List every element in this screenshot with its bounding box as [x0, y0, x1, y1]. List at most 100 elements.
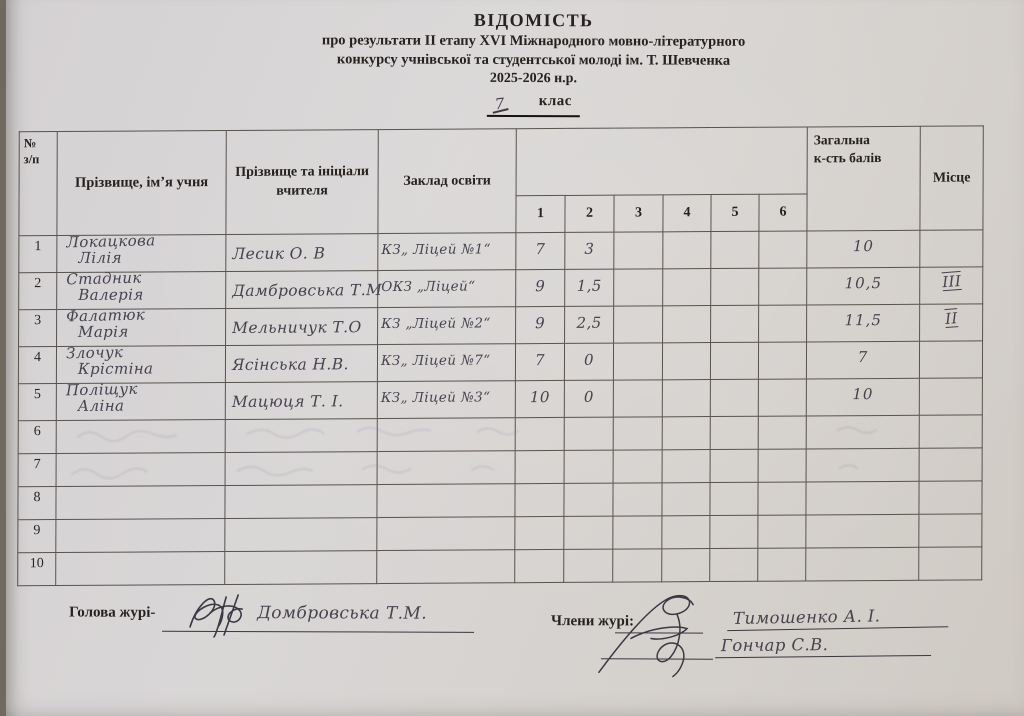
- score-cell-6: [758, 230, 807, 269]
- score-cell-2: [563, 483, 614, 517]
- score-cell-4: [662, 305, 711, 343]
- page-title: ВІДОМІСТЬ: [473, 9, 594, 31]
- class-label: клас: [538, 93, 572, 110]
- score-cell-1: [514, 549, 564, 583]
- score-cell-3: [613, 449, 663, 484]
- score-cell-5: [710, 305, 759, 343]
- table-row: 1 Локацкова Лілія Лесик О. В КЗ„ Ліцей №…: [18, 229, 984, 273]
- total-score-cell: 10,5: [806, 267, 920, 305]
- score-cell-2: [563, 516, 613, 550]
- teacher-name-cell: Лесик О. В: [225, 233, 378, 272]
- score-cell-4: [662, 379, 711, 417]
- score-cell-3: [613, 268, 663, 307]
- row-number: 3: [18, 309, 57, 347]
- score-cell-5: [709, 548, 758, 582]
- score-cell-1: [515, 417, 565, 451]
- student-surname: Фалатюк: [66, 305, 146, 326]
- student-name-cell: Поліщук Аліна: [56, 380, 226, 421]
- school-cell: [377, 417, 516, 452]
- student-given-name: Марія: [78, 322, 129, 341]
- score-cell-5: [710, 416, 759, 450]
- school-cell: КЗ„ Ліцей №7“: [377, 343, 516, 382]
- header-teacher-line1: Прізвище та ініціали: [235, 164, 370, 181]
- score-cell-5: [710, 342, 759, 380]
- score-cell-1: [514, 516, 564, 550]
- score-cell-4: [661, 515, 710, 549]
- title-subtitle-2: конкурсу учнівської та студентської моло…: [336, 51, 731, 69]
- header-total: Загальна к-сть балів: [806, 126, 921, 231]
- student-surname: Злочук: [65, 343, 124, 363]
- place-value: ІІІ: [941, 271, 962, 292]
- student-surname: Поліщук: [65, 379, 138, 400]
- total-score-cell: [805, 547, 919, 581]
- score-cell-4: [662, 342, 711, 380]
- place-cell: [918, 546, 982, 581]
- paper-sheet: [6, 0, 1024, 716]
- score-cell-5: [710, 449, 759, 483]
- score-cell-5: [709, 515, 758, 549]
- teacher-name-cell: [224, 484, 378, 519]
- table-body: 1 Локацкова Лілія Лесик О. В КЗ„ Ліцей №…: [17, 229, 984, 586]
- score-col-header: 5: [710, 194, 760, 232]
- score-cell-1: 7: [515, 232, 565, 270]
- student-name-cell: [55, 551, 225, 586]
- header-num: № з/п: [18, 131, 58, 236]
- teacher-name-cell: Ясінська Н.В.: [225, 344, 378, 383]
- student-name-cell: [56, 452, 226, 487]
- class-line: 7 клас: [486, 92, 580, 118]
- header-scores-span: [516, 126, 808, 196]
- school-cell: ОКЗ „Ліцей“: [377, 269, 516, 308]
- score-cell-1: [514, 483, 565, 517]
- score-cell-6: [757, 481, 807, 516]
- school-cell: [376, 516, 515, 551]
- title-block: ВІДОМІСТЬ про результати ІІ етапу XVI Мі…: [41, 8, 1024, 118]
- header-num-line1: №: [23, 136, 37, 151]
- score-cell-6: [758, 267, 807, 306]
- place-cell: [919, 229, 984, 268]
- table-row: 3 Фалатюк Марія Мельничук Т.О КЗ „Ліцей …: [18, 303, 983, 347]
- score-cell-3: [613, 305, 663, 344]
- student-surname: Стадник: [66, 268, 142, 289]
- score-cell-6: [758, 448, 807, 483]
- score-col-header: 3: [613, 194, 664, 233]
- table-row: 2 Стадник Валерія Дамбровська Т.М ОКЗ „Л…: [18, 266, 983, 310]
- place-cell: [919, 340, 983, 379]
- score-cell-6: [758, 341, 807, 380]
- score-cell-5: [710, 379, 759, 417]
- place-cell: [918, 513, 983, 548]
- jury-head-name-handwritten: Домбровська Т.М.: [257, 603, 428, 624]
- score-col-header: 1: [515, 195, 566, 233]
- student-surname: Локацкова: [66, 231, 156, 252]
- header-student: Прізвище, ім’я учня: [56, 130, 227, 236]
- score-cell-2: [564, 450, 614, 484]
- score-cell-5: [710, 231, 759, 269]
- student-given-name: Крістіна: [77, 359, 154, 378]
- school-cell: КЗ „Ліцей №2“: [377, 306, 516, 345]
- score-cell-3: [612, 548, 662, 583]
- score-cell-1: 9: [515, 269, 565, 307]
- score-cell-1: 7: [515, 343, 565, 381]
- total-score-cell: 7: [806, 341, 920, 379]
- score-cell-2: 2,5: [564, 306, 614, 344]
- row-number: 4: [18, 346, 57, 384]
- score-cell-6: [758, 304, 807, 343]
- row-number: 6: [18, 420, 57, 454]
- place-cell: ІІІ: [919, 266, 983, 305]
- school-cell: [377, 450, 516, 485]
- score-cell-4: [662, 268, 711, 306]
- school-cell: КЗ„ Ліцей №1“: [377, 232, 516, 271]
- row-number: 10: [17, 552, 56, 586]
- place-cell: [919, 414, 983, 449]
- student-name-cell: [56, 419, 226, 454]
- place-cell: [919, 447, 983, 482]
- row-number: 7: [18, 453, 57, 487]
- student-name-cell: Стадник Валерія: [56, 269, 226, 310]
- jury-head-signature-line: Домбровська Т.М.: [162, 594, 475, 638]
- header-num-line2: з/п: [23, 151, 40, 166]
- score-col-header: 4: [662, 194, 712, 232]
- teacher-name-cell: [225, 451, 378, 486]
- score-cell-5: [709, 482, 759, 516]
- score-cell-4: [662, 416, 711, 450]
- score-cell-3: [612, 515, 662, 550]
- student-given-name: Лілія: [78, 248, 122, 267]
